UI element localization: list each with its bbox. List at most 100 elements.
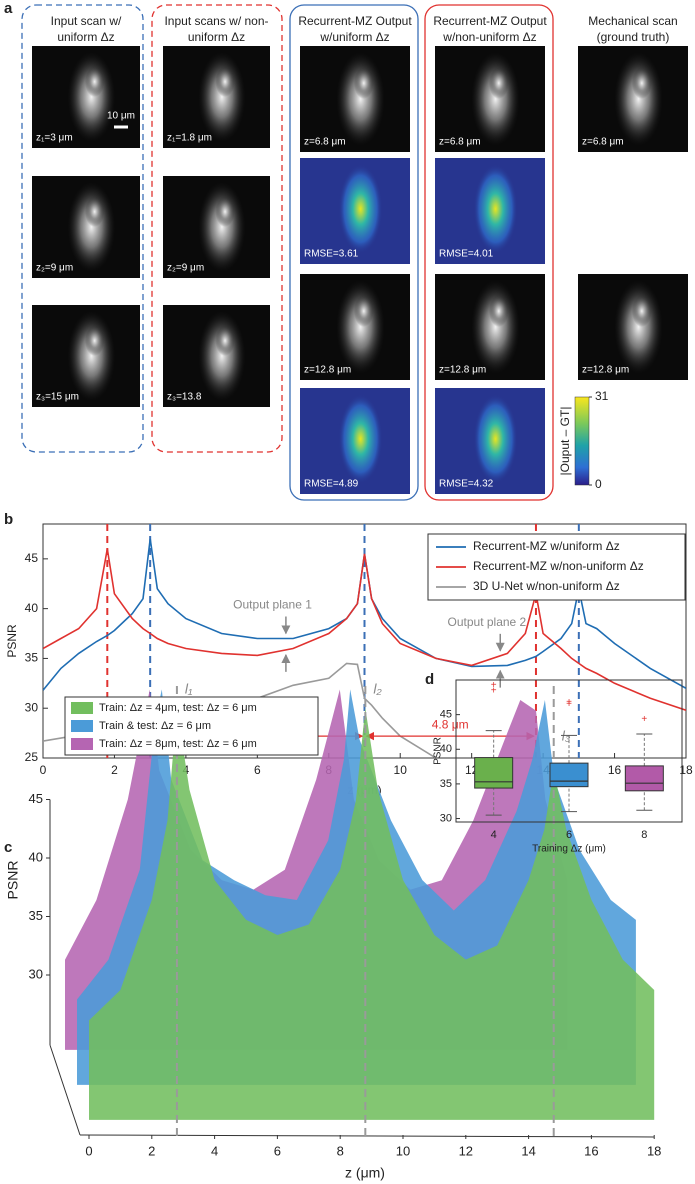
panel-box — [289, 4, 419, 501]
cell-signal — [336, 280, 385, 374]
colorbar-label: |Ouput – GT| — [558, 407, 572, 476]
y-tick-label: 40 — [25, 601, 39, 615]
panel-label: d — [425, 671, 434, 688]
image-caption: z₂=9 μm — [36, 263, 73, 274]
x-tick-label: 18 — [647, 1143, 661, 1158]
span-label: 4.8 μm — [432, 717, 469, 731]
panel-box — [424, 4, 554, 501]
x-axis-label: Training Δz (μm) — [532, 844, 606, 855]
marker-label: l₂ — [373, 681, 382, 697]
column-title: w/uniform Δz — [319, 30, 389, 44]
cell-signal — [198, 52, 246, 142]
image-caption: z₁=1.8 μm — [167, 133, 212, 144]
x-tick-label: 12 — [459, 1143, 473, 1158]
legend-label: Train & test: Δz = 6 μm — [99, 720, 211, 732]
image-caption: z₂=9 μm — [167, 263, 204, 274]
y-tick-label: 40 — [440, 743, 452, 755]
cell-signal — [488, 67, 509, 99]
x-tick-label: 2 — [111, 763, 118, 777]
panel-label: c — [4, 839, 12, 856]
y-tick-label: 25 — [25, 750, 39, 764]
y-axis-label: PSNR — [5, 624, 19, 658]
image-caption: z=12.8 μm — [582, 365, 629, 376]
cell-signal — [84, 325, 105, 357]
box — [624, 765, 664, 792]
image-caption: z=6.8 μm — [439, 137, 481, 148]
legend-swatch — [71, 702, 93, 714]
y-axis-label: PSNR — [433, 737, 444, 765]
cell-signal — [84, 196, 105, 227]
column-title: Recurrent-MZ Output — [433, 14, 547, 28]
cell-signal — [614, 280, 663, 374]
cell-signal — [215, 66, 235, 97]
legend-label: 3D U-Net w/non-uniform Δz — [473, 579, 620, 593]
colorbar-tick-label: 31 — [595, 389, 609, 403]
legend-swatch — [71, 738, 93, 750]
column-title: uniform Δz — [57, 30, 114, 44]
image-caption: z=12.8 μm — [439, 365, 486, 376]
y-tick-label: 45 — [25, 551, 39, 565]
cell-signal — [67, 52, 116, 142]
plot-frame — [455, 679, 683, 823]
x-tick-label: 16 — [608, 763, 622, 777]
image-caption: z=12.8 μm — [304, 365, 351, 376]
panel-box — [151, 4, 283, 453]
box — [549, 762, 589, 788]
x-tick-label: 8 — [641, 829, 647, 841]
x-tick-label: 4 — [491, 829, 497, 841]
y-tick-label: 30 — [25, 700, 39, 714]
annotation: Output plane 2 — [448, 615, 527, 629]
cell-signal — [471, 52, 520, 146]
image-caption: RMSE=4.89 — [304, 479, 359, 490]
panel-label: b — [4, 511, 13, 528]
outlier: + — [491, 680, 497, 691]
colorbar-tick-label: 0 — [595, 477, 602, 491]
x-tick-label: 14 — [521, 1143, 535, 1158]
x-tick-label: 10 — [394, 763, 408, 777]
annotation: Output plane 1 — [233, 598, 312, 612]
legend-label: Recurrent-MZ w/uniform Δz — [473, 539, 620, 553]
column-title: Mechanical scan — [588, 14, 677, 28]
marker-label: l₁ — [185, 681, 193, 697]
y-tick-label: 30 — [440, 812, 452, 824]
x-tick-label: 10 — [396, 1143, 410, 1158]
image-caption: z₃=15 μm — [36, 392, 79, 403]
column-title: Input scans w/ non- — [164, 14, 268, 28]
depth-axis — [49, 1044, 81, 1136]
cell-signal — [614, 52, 663, 146]
image-caption: RMSE=4.01 — [439, 249, 494, 260]
x-tick-label: 0 — [85, 1143, 92, 1158]
colorbar — [574, 396, 590, 486]
box — [474, 757, 514, 789]
legend-label: Recurrent-MZ w/non-uniform Δz — [473, 559, 644, 573]
x-axis — [79, 1134, 655, 1138]
column-title: Input scan w/ — [51, 14, 122, 28]
image-caption: z=6.8 μm — [582, 137, 624, 148]
legend-box — [64, 696, 319, 756]
x-axis-label: z (μm) — [345, 1165, 385, 1181]
legend-label: Train: Δz = 4μm, test: Δz = 6 μm — [99, 702, 257, 714]
data-area — [89, 708, 655, 1120]
x-tick-label: 16 — [584, 1143, 598, 1158]
image-caption: z₃=13.8 — [167, 392, 202, 403]
cell-signal — [336, 52, 385, 146]
x-tick-label: 8 — [337, 1143, 344, 1158]
column-title: Recurrent-MZ Output — [298, 14, 412, 28]
error-signal — [338, 164, 383, 254]
cell-signal — [67, 182, 116, 272]
image-caption: RMSE=3.61 — [304, 249, 359, 260]
cell-signal — [67, 311, 116, 401]
cell-signal — [631, 67, 652, 99]
column-title: uniform Δz — [188, 30, 245, 44]
image-caption: z=6.8 μm — [304, 137, 346, 148]
y-tick-label: 45 — [440, 709, 452, 721]
legend-box — [427, 533, 686, 601]
x-tick-label: 6 — [274, 1143, 281, 1158]
outlier: + — [566, 697, 572, 708]
cell-signal — [198, 182, 246, 272]
outlier: + — [641, 714, 647, 725]
y-tick-label: 35 — [25, 651, 39, 665]
cell-signal — [631, 295, 652, 327]
